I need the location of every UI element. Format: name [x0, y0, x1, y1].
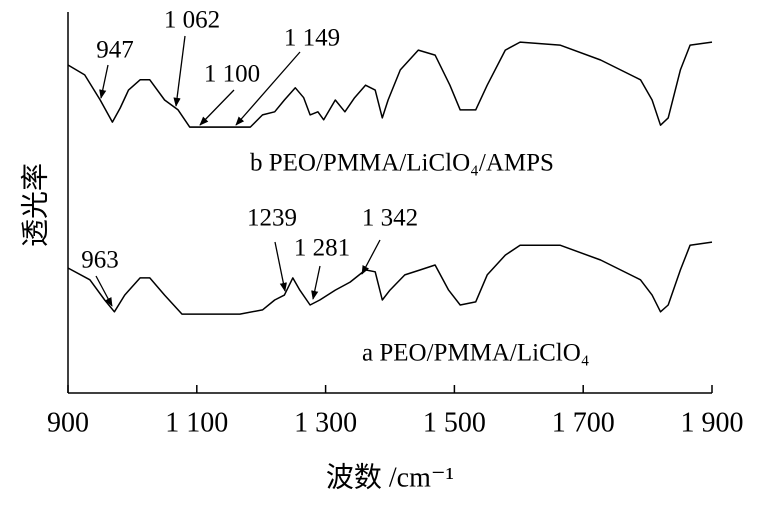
annotation-arrow: [95, 275, 113, 307]
x-tick-label: 900: [47, 407, 89, 438]
peak-annotation: 963: [81, 247, 119, 274]
series-label: b PEO/PMMA/LiClO₄/AMPS: [250, 150, 554, 177]
peak-annotation: 1 100: [204, 61, 260, 88]
peak-annotation: 1 062: [164, 7, 220, 34]
x-tick-label: 1 300: [294, 407, 357, 438]
peak-annotation: 947: [96, 37, 134, 64]
annotation-arrow: [361, 239, 381, 275]
annotation-arrow: [199, 89, 235, 126]
spectrum-line: [67, 241, 713, 315]
annotation-arrow: [311, 265, 321, 300]
peak-annotation: 1 281: [294, 235, 350, 262]
series-label: a PEO/PMMA/LiClO₄: [362, 340, 590, 367]
y-axis-label: 透光率: [19, 163, 51, 247]
peak-annotation: 1 149: [284, 25, 340, 52]
x-axis-label: 波数 /cm⁻¹: [326, 461, 454, 493]
peak-annotation: 1239: [247, 205, 297, 232]
peak-annotation: 1 342: [362, 205, 418, 232]
annotation-arrow: [173, 35, 186, 107]
annotation-arrow: [99, 64, 109, 99]
annotation-arrow: [235, 51, 301, 126]
x-tick-label: 1 700: [552, 407, 615, 438]
x-tick-label: 1 900: [681, 407, 744, 438]
x-tick-label: 1 100: [165, 407, 228, 438]
annotation-arrow: [274, 241, 287, 292]
x-tick-label: 1 500: [423, 407, 486, 438]
spectrum-line: [67, 41, 713, 128]
